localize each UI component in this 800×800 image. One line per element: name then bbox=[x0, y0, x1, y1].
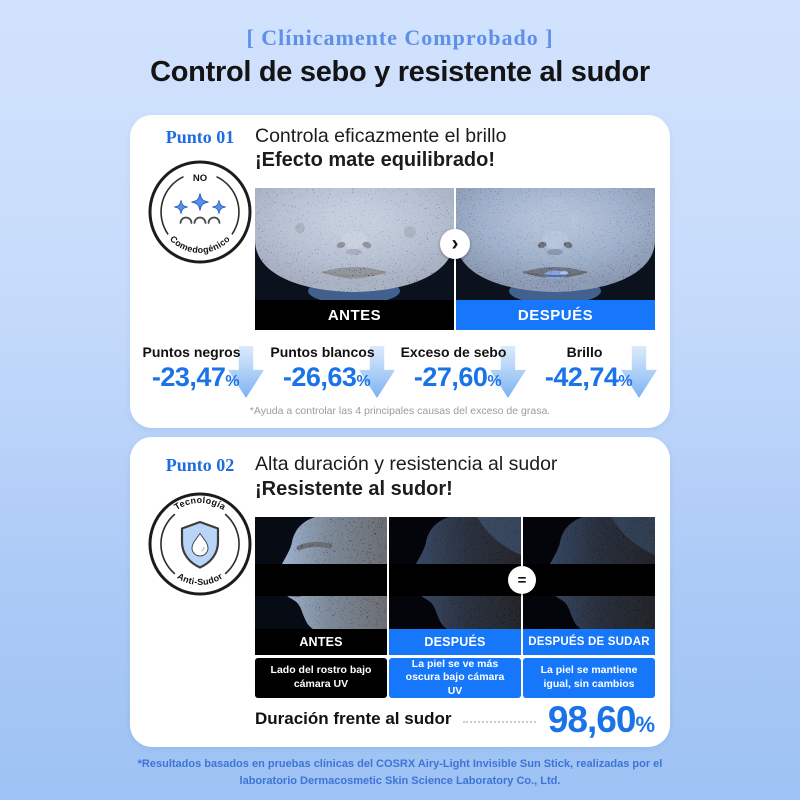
uv-profile-after-sweat-image bbox=[523, 517, 655, 629]
dotted-leader bbox=[463, 721, 536, 723]
eye-censor-bar bbox=[389, 564, 521, 596]
badge-bottom-text: Anti-Sudor bbox=[176, 571, 225, 587]
punto-01-subheading: ¡Efecto mate equilibrado! bbox=[255, 149, 496, 171]
sweat-after-panel: DESPUÉS La piel se ve más oscura bajo cá… bbox=[389, 517, 521, 698]
stat-brillo: Brillo -42,74% bbox=[531, 344, 662, 402]
chevron-right-icon: › bbox=[451, 231, 459, 255]
after-sweating-label-bar: DESPUÉS DE SUDAR bbox=[523, 629, 655, 655]
eye-censor-bar bbox=[523, 564, 655, 596]
stat-puntos-negros: Puntos negros -23,47% bbox=[138, 344, 269, 402]
no-comedogenic-badge-icon: NO Comedogénico bbox=[148, 160, 252, 264]
before-label-bar: ANTES bbox=[255, 300, 454, 330]
after-panel: DESPUÉS bbox=[456, 188, 655, 330]
after-label-bar: DESPUÉS bbox=[456, 300, 655, 330]
uv-profile-before-image bbox=[255, 517, 387, 629]
after-sweating-panel: DESPUÉS DE SUDAR La piel se mantiene igu… bbox=[523, 517, 655, 698]
sweat-before-panel: ANTES Lado del rostro bajo cámara UV bbox=[255, 517, 387, 698]
stat-puntos-blancos: Puntos blancos -26,63% bbox=[269, 344, 400, 402]
duration-value: 98,60% bbox=[547, 699, 655, 740]
uv-profile-after-image bbox=[389, 517, 521, 629]
punto-01-card: Punto 01 NO Comedogénico Controla eficaz… bbox=[130, 115, 670, 428]
clinical-disclaimer: *Resultados basados en pruebas clínicas … bbox=[137, 758, 663, 788]
sweat-after-label-bar: DESPUÉS bbox=[389, 629, 521, 655]
sweat-test-panels: ANTES Lado del rostro bajo cámara UV bbox=[255, 517, 655, 698]
punto-02-card: Punto 02 Tecnología Anti-Sudor Alta dura… bbox=[130, 437, 670, 747]
anti-sweat-tech-badge-icon: Tecnología Anti-Sudor bbox=[148, 492, 252, 596]
badge-top-text: NO bbox=[193, 173, 207, 184]
clinically-proven-eyebrow: [ Clínicamente Comprobado ] bbox=[246, 25, 554, 50]
next-chevron-button[interactable]: › bbox=[440, 229, 470, 259]
equals-icon: = bbox=[508, 566, 536, 594]
sweat-before-caption: Lado del rostro bajo cámara UV bbox=[255, 658, 387, 698]
svg-text:Anti-Sudor: Anti-Sudor bbox=[176, 571, 225, 587]
sweat-before-label-bar: ANTES bbox=[255, 629, 387, 655]
after-sweating-caption: La piel se mantiene igual, sin cambios bbox=[523, 658, 655, 698]
sebum-stats-row: Puntos negros -23,47% Puntos blancos -26… bbox=[138, 344, 662, 402]
shield-drop-icon bbox=[180, 520, 220, 569]
page-title: Control de sebo y resistente al sudor bbox=[150, 56, 650, 88]
uv-face-after-image bbox=[456, 188, 655, 300]
sweat-duration-row: Duración frente al sudor 98,60% bbox=[255, 701, 655, 738]
duration-label: Duración frente al sudor bbox=[255, 709, 452, 728]
punto-01-label: Punto 01 bbox=[165, 127, 235, 147]
page-header: [ Clínicamente Comprobado ] Control de s… bbox=[0, 25, 800, 89]
punto-02-label: Punto 02 bbox=[165, 455, 235, 475]
before-after-comparison: ANTES bbox=[255, 188, 655, 330]
wave-icon bbox=[179, 216, 221, 224]
uv-face-before-image bbox=[255, 188, 454, 300]
stats-footnote: *Ayuda a controlar las 4 principales cau… bbox=[249, 405, 551, 417]
punto-01-heading: Controla eficazmente el brillo bbox=[255, 125, 507, 147]
punto-02-heading: Alta duración y resistencia al sudor bbox=[255, 453, 558, 475]
stat-exceso-de-sebo: Exceso de sebo -27,60% bbox=[400, 344, 531, 402]
before-panel: ANTES bbox=[255, 188, 454, 330]
eye-censor-bar bbox=[255, 564, 387, 596]
sweat-after-caption: La piel se ve más oscura bajo cámara UV bbox=[389, 658, 521, 698]
punto-02-subheading: ¡Resistente al sudor! bbox=[255, 478, 453, 500]
